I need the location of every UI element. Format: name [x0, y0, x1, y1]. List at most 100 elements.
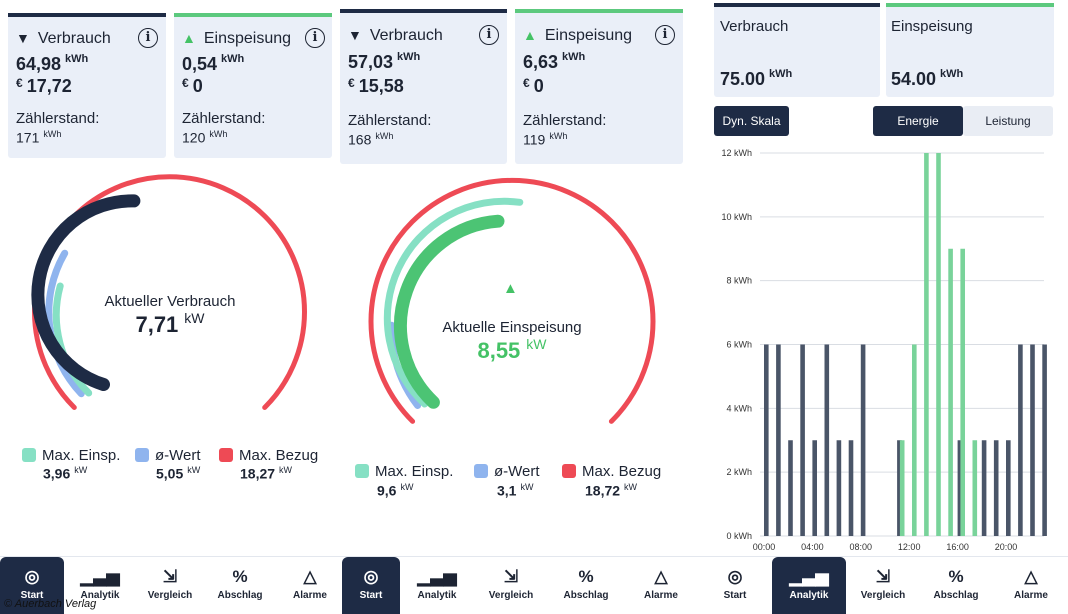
einspeisung-card[interactable]: ▲ Einspeisung i 6,63 kWh €0 Zählerstand: 1…: [515, 9, 683, 164]
euro-symbol: €: [16, 76, 23, 90]
nav-start[interactable]: ◎ Start: [703, 557, 767, 614]
bar-verbrauch: [1018, 344, 1023, 536]
euro-number: 0: [192, 76, 203, 96]
bottom-nav: ◎ Start ▁▃▅ Analytik ⇲ Vergleich % Abschlag …: [340, 556, 698, 614]
bar-verbrauch: [824, 344, 830, 536]
target-icon: ◎: [24, 567, 40, 586]
compare-icon: ⇲: [503, 567, 519, 586]
legend-name: Max. Bezug: [239, 447, 319, 464]
y-tick-label: 2 kWh: [726, 467, 752, 477]
euro-symbol: €: [523, 76, 530, 90]
gauge-number: 7,71: [135, 312, 179, 337]
nav-label: Start: [359, 590, 383, 601]
nav-start[interactable]: ◎ Start: [0, 557, 64, 614]
nav-abschlag[interactable]: % Abschlag: [210, 557, 270, 614]
bottom-nav: ◎ Start ▁▃▅ Analytik ⇲ Vergleich % Abschlag …: [698, 556, 1068, 614]
info-icon[interactable]: i: [305, 28, 325, 48]
legend-value: 18,27 kW: [240, 465, 292, 482]
nav-analytik[interactable]: ▁▃▅ Analytik: [70, 557, 130, 614]
nav-label: Alarme: [293, 590, 327, 601]
percent-icon: %: [948, 567, 964, 586]
legend-name: ø-Wert: [494, 463, 540, 480]
info-icon[interactable]: i: [479, 25, 499, 45]
legend-number: 18,27: [240, 465, 276, 482]
nav-label: Analytik: [80, 590, 120, 601]
legend-swatch: [474, 464, 488, 478]
card-title: ▲ Einspeisung: [182, 30, 291, 48]
legend-value: 18,72 kW: [585, 482, 637, 499]
kwh-value: 54.00 kWh: [891, 68, 963, 90]
nav-abschlag[interactable]: % Abschlag: [555, 557, 617, 614]
zaehler-unit: kWh: [375, 131, 394, 141]
y-tick-label: 4 kWh: [726, 403, 752, 413]
nav-abschlag[interactable]: % Abschlag: [923, 557, 989, 614]
card-title-text: Einspeisung: [544, 27, 633, 44]
zaehler-unit: kWh: [43, 129, 62, 139]
nav-label: Vergleich: [488, 590, 534, 601]
gauge-arc-current: [393, 214, 505, 409]
target-icon: ◎: [363, 567, 379, 586]
gauge-arc-max-bezug: [368, 177, 656, 424]
legend-value: 3,1 kW: [497, 482, 533, 499]
einspeisung-summary-card: Einspeisung 54.00 kWh: [886, 3, 1054, 97]
legend-number: 9,6: [377, 482, 397, 499]
gauge-value: 8,55 kW: [412, 336, 612, 364]
panel-start-verbrauch: ▼ Verbrauch i 64,98 kWh €17,72 Zählerstand…: [0, 0, 340, 614]
warning-icon: △: [1024, 567, 1038, 586]
gauge-value: 7,71 kW: [70, 310, 270, 338]
card-title-text: Verbrauch: [37, 30, 111, 47]
zaehlerstand-value: 119 kWh: [523, 131, 567, 148]
nav-analytik[interactable]: ▁▃▅ Analytik: [406, 557, 468, 614]
euro-value: €0: [182, 76, 203, 97]
kwh-unit: kWh: [221, 53, 245, 65]
kwh-value: 57,03 kWh: [348, 51, 420, 73]
gauge-einspeisung: [368, 177, 656, 424]
dyn-skala-button[interactable]: Dyn. Skala: [714, 106, 789, 136]
zaehlerstand-value: 168 kWh: [348, 131, 393, 148]
legend-value: 9,6 kW: [377, 482, 413, 499]
nav-vergleich[interactable]: ⇲ Vergleich: [140, 557, 200, 614]
nav-label: Start: [20, 590, 44, 601]
kwh-value: 0,54 kWh: [182, 53, 245, 75]
nav-alarme[interactable]: △ Alarme: [998, 557, 1064, 614]
einspeisung-card[interactable]: ▲ Einspeisung i 0,54 kWh €0 Zählerstand: 1…: [174, 13, 332, 158]
bar-verbrauch: [957, 440, 963, 536]
leistung-tab[interactable]: Leistung: [963, 106, 1053, 136]
nav-analytik[interactable]: ▁▃▅ Analytik: [772, 557, 846, 614]
zaehlerstand-value: 120 kWh: [182, 129, 227, 146]
card-title: Einspeisung: [891, 18, 973, 35]
energie-tab[interactable]: Energie: [873, 106, 963, 136]
legend-number: 3,96: [43, 465, 71, 482]
card-accent-bar: [714, 3, 880, 7]
nav-vergleich[interactable]: ⇲ Vergleich: [850, 557, 916, 614]
triangle-up-icon: ▲: [182, 30, 196, 46]
euro-symbol: €: [348, 76, 355, 90]
info-icon[interactable]: i: [138, 28, 158, 48]
verbrauch-summary-card: Verbrauch 75.00 kWh: [714, 3, 880, 97]
verbrauch-card[interactable]: ▼ Verbrauch i 64,98 kWh €17,72 Zählerstand…: [8, 13, 166, 158]
legend-swatch: [135, 448, 149, 462]
percent-icon: %: [232, 567, 248, 586]
zaehler-number: 119: [523, 131, 546, 148]
card-accent-bar: [174, 13, 332, 17]
card-accent-bar: [515, 9, 683, 13]
x-tick-label: 04:00: [801, 542, 824, 552]
nav-vergleich[interactable]: ⇲ Vergleich: [480, 557, 542, 614]
bar-verbrauch: [1042, 344, 1047, 536]
kwh-number: 75.00: [720, 69, 766, 89]
euro-number: 0: [533, 76, 544, 96]
card-accent-bar: [886, 3, 1054, 7]
legend-unit: kW: [279, 465, 293, 475]
legend-name: ø-Wert: [155, 447, 201, 464]
nav-start[interactable]: ◎ Start: [342, 557, 400, 614]
card-accent-bar: [340, 9, 507, 13]
nav-alarme[interactable]: △ Alarme: [280, 557, 340, 614]
energy-bar-chart: 0 kWh 2 kWh 4 kWh 6 kWh 8 kWh 10 kWh 12 kWh 00:…: [721, 148, 1047, 552]
info-icon[interactable]: i: [655, 25, 675, 45]
legend-unit: kW: [74, 465, 88, 475]
nav-alarme[interactable]: △ Alarme: [630, 557, 692, 614]
zaehler-number: 171: [16, 129, 40, 146]
verbrauch-card[interactable]: ▼ Verbrauch i 57,03 kWh €15,58 Zählerstand…: [340, 9, 507, 164]
euro-value: €0: [523, 76, 544, 97]
kwh-number: 54.00: [891, 69, 937, 89]
